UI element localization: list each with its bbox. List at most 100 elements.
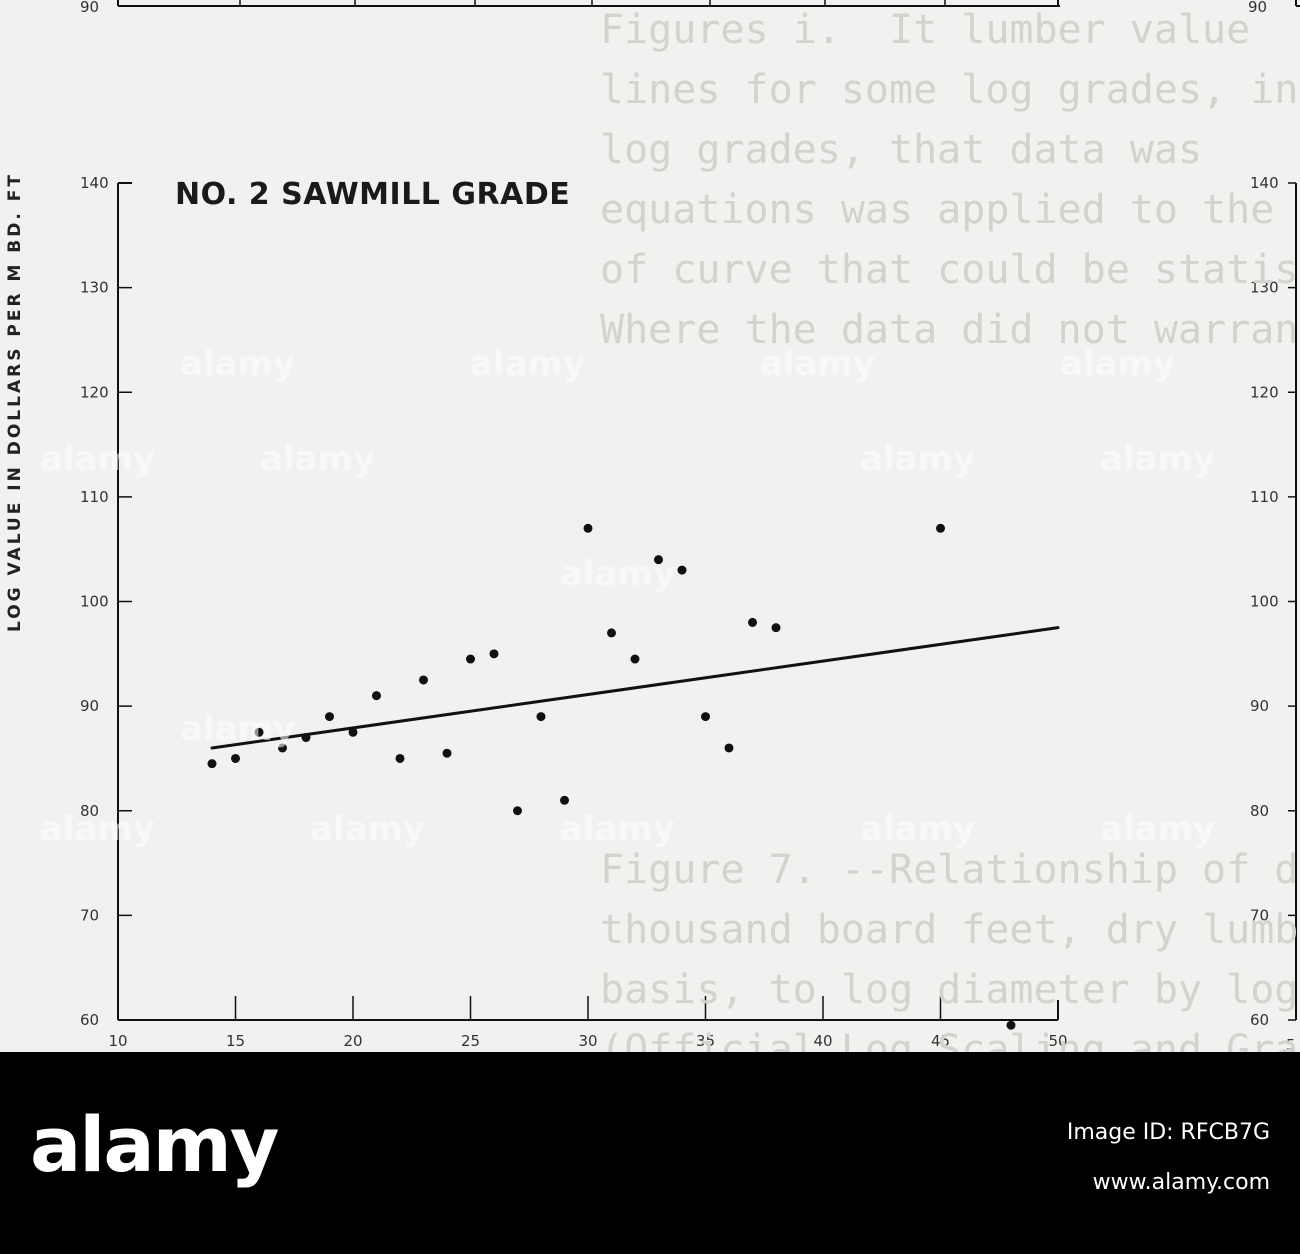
data-point — [442, 748, 452, 758]
footer-bar: alamy Image ID: RFCB7G www.alamy.com — [0, 1052, 1300, 1254]
watermark: alamy — [1100, 809, 1215, 849]
x-tick-label: 50 — [1048, 1032, 1067, 1050]
data-point — [936, 523, 945, 533]
data-point — [207, 759, 217, 769]
x-tick-label: 45 — [931, 1032, 950, 1050]
y-tick-label: 90 — [80, 697, 99, 715]
data-point — [536, 712, 546, 722]
data-point — [254, 727, 264, 737]
chart-title: NO. 2 SAWMILL GRADE — [175, 177, 570, 212]
image-id-label: Image ID: RFCB7G — [1066, 1120, 1270, 1145]
data-points — [207, 523, 1016, 1030]
bleed-text-line — [600, 780, 1300, 840]
y-tick-label: 120 — [80, 383, 109, 401]
right-tick-label: 130 — [1250, 279, 1279, 297]
right-tick-label: 80 — [1250, 802, 1269, 820]
bleed-text-line — [600, 720, 1300, 780]
y-tick-label: 80 — [80, 802, 99, 820]
watermark: alamy — [260, 439, 375, 479]
data-point — [630, 654, 640, 664]
data-point — [348, 727, 358, 737]
right-tick-label: 110 — [1250, 488, 1279, 506]
right-tick-label: 120 — [1250, 383, 1279, 401]
watermark: alamy — [40, 809, 155, 849]
x-tick-label: 20 — [343, 1032, 362, 1050]
watermark: alamy — [1100, 439, 1215, 479]
data-point — [1006, 1020, 1016, 1030]
y-tick-label: 70 — [80, 906, 99, 924]
data-point — [677, 565, 687, 575]
right-axis-ticks: 140 130 120 110 100 90 80 70 60 — [1250, 174, 1296, 1029]
x-axis-ticks: 10 15 20 25 30 35 40 45 50 — [108, 996, 1068, 1050]
top-right-tick: 90 — [1248, 0, 1267, 16]
site-url[interactable]: www.alamy.com — [1092, 1170, 1270, 1195]
data-point — [231, 753, 240, 763]
watermark: alamy — [40, 439, 155, 479]
x-tick-label: 30 — [578, 1032, 597, 1050]
watermark: alamy — [180, 709, 295, 749]
data-point — [372, 691, 381, 701]
y-tick-label: 100 — [80, 593, 109, 611]
bleed-text-line: of curve that could be statistically — [600, 247, 1300, 293]
bleed-text-line: log grades, that data was — [600, 127, 1203, 173]
bleed-text-line: lines for some log grades, increasing — [600, 67, 1300, 113]
data-point — [654, 555, 663, 565]
data-point — [278, 743, 287, 753]
right-partial-chart: 140 130 120 110 100 90 80 70 60 5 — [1250, 174, 1297, 1052]
right-tick-label: 140 — [1250, 174, 1279, 192]
top-left-tick: 90 — [80, 0, 99, 16]
x-tick-label: 35 — [696, 1032, 715, 1050]
x-tick-label: 40 — [813, 1032, 832, 1050]
bleed-text-line — [600, 660, 1300, 720]
chart-svg: 90 90 LOG VALUE IN DOLLARS PER M BD. FT … — [5, 0, 1300, 1052]
data-point — [489, 649, 499, 659]
watermark: alamy — [470, 344, 585, 384]
x-tick-label: 10 — [108, 1032, 127, 1050]
right-tick-label: 100 — [1250, 593, 1279, 611]
data-point — [513, 806, 522, 816]
bleed-text-line: equations was applied to the curve — [600, 187, 1300, 233]
bleed-text-line: thousand board feet, dry lumber — [600, 907, 1300, 953]
y-tick-label: 140 — [80, 174, 109, 192]
y-axis-label: LOG VALUE IN DOLLARS PER M BD. FT — [5, 172, 25, 632]
bleed-text-line: Where the data did not warrant — [600, 307, 1300, 353]
bleed-text-line: (Official Log Scaling and Grading — [600, 1027, 1300, 1052]
data-point — [325, 712, 334, 722]
watermark-layer: alamy alamy alamy alamy alamy alamy alamy alamy… — [40, 344, 1215, 849]
data-point — [607, 628, 616, 638]
data-point — [395, 753, 405, 763]
bleed-text-line: basis, to log diameter by log — [600, 967, 1299, 1013]
watermark: alamy — [1060, 344, 1175, 384]
bleed-text-line — [600, 480, 1300, 540]
y-tick-label: 60 — [80, 1011, 99, 1029]
right-tick-label: 70 — [1250, 906, 1269, 924]
watermark: alamy — [180, 344, 295, 384]
bleed-text-line: Figure 7. --Relationship of dollar — [600, 847, 1300, 893]
bleed-text-line — [600, 360, 1300, 420]
y-axis-ticks: 140 130 120 110 100 90 80 70 60 — [80, 174, 132, 1029]
data-point — [748, 617, 757, 627]
bleed-text-line — [600, 420, 1300, 480]
y-tick-label: 130 — [80, 279, 109, 297]
watermark: alamy — [310, 809, 425, 849]
footer-logo[interactable]: alamy — [30, 1100, 279, 1189]
bleed-text-line — [600, 600, 1300, 660]
x-tick-label: 25 — [461, 1032, 480, 1050]
watermark: alamy — [860, 809, 975, 849]
data-point — [301, 733, 311, 743]
data-point — [771, 623, 781, 633]
previous-chart-fragment: 90 90 — [80, 0, 1300, 16]
right-tick-label: 60 — [1250, 1011, 1269, 1029]
watermark: alamy — [560, 809, 675, 849]
watermark: alamy — [860, 439, 975, 479]
data-point — [701, 712, 710, 722]
data-point — [466, 654, 475, 664]
right-bottom-label: 5 — [1286, 1036, 1296, 1052]
bleed-through-text: Figures i. It lumber value platte lines f… — [600, 0, 1300, 1052]
x-tick-label: 15 — [226, 1032, 245, 1050]
watermark: alamy — [760, 344, 875, 384]
y-tick-label: 110 — [80, 488, 109, 506]
data-point — [724, 743, 734, 753]
watermark: alamy — [560, 554, 675, 594]
scanned-page: Figures i. It lumber value platte lines f… — [0, 0, 1300, 1052]
